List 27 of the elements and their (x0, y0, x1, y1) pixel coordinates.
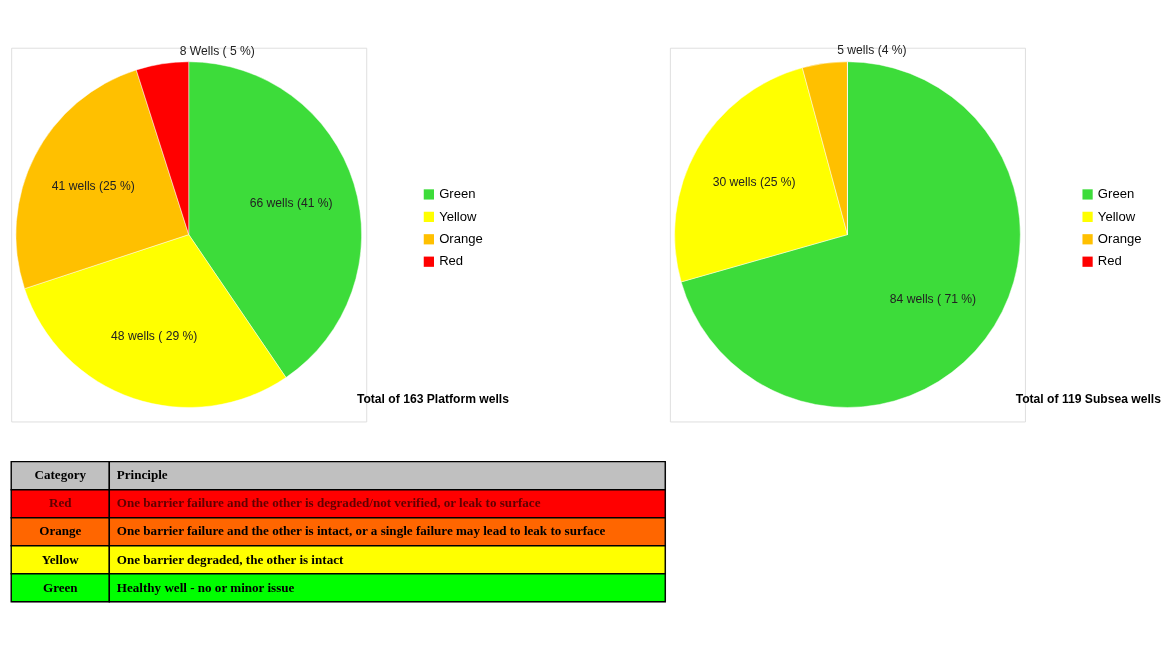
category-label: Orange (39, 523, 82, 539)
legend-label: Red (439, 253, 464, 269)
data-label: 5 wells (4 %) (837, 43, 907, 58)
text: Category (34, 467, 87, 483)
text: Total of 163 Platform wells (356, 391, 510, 406)
text: Principle (116, 467, 168, 483)
data-label: 48 wells ( 29 %) (111, 328, 198, 343)
text: One barrier failure and the other is degraded/not verified, or leak to surface (116, 495, 541, 511)
legend-label: Orange (1097, 231, 1142, 247)
legend-label: Yellow (439, 208, 478, 224)
data-label: 66 wells (41 %) (249, 195, 333, 210)
text: One barrier degraded, the other is intact (116, 551, 344, 567)
category-label: Green (42, 579, 79, 595)
data-label: 8 Wells ( 5 %) (179, 43, 255, 58)
text: Total of 119 Subsea wells (1015, 391, 1162, 406)
legend-label: Yellow (1097, 208, 1136, 224)
data-label: 30 wells (25 %) (712, 174, 796, 189)
legend-label: Orange (439, 231, 483, 247)
legend-label: Red (1097, 253, 1122, 269)
data-label: 41 wells (25 %) (51, 178, 135, 193)
legend-label: Green (439, 186, 476, 202)
category-label: Red (49, 495, 73, 511)
category-label: Yellow (41, 551, 80, 567)
text: One barrier failure and the other is intact, or a single failure may lead to leak to surface (116, 523, 606, 539)
data-label: 84 wells ( 71 %) (889, 291, 977, 306)
legend-label: Green (1097, 186, 1135, 202)
text: Healthy well - no or minor issue (116, 579, 295, 595)
